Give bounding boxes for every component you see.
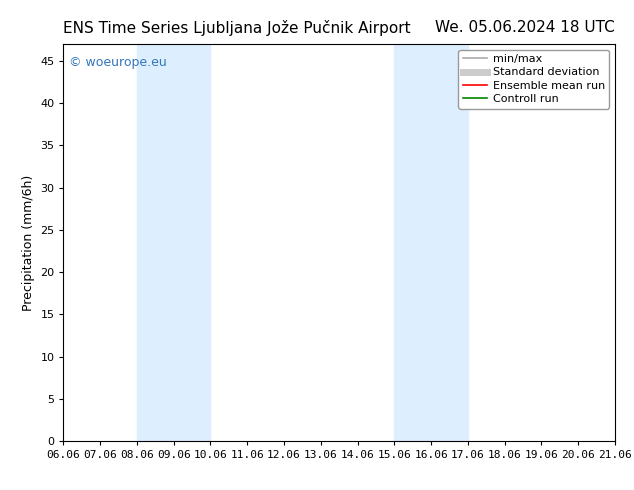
Text: © woeurope.eu: © woeurope.eu	[69, 56, 167, 69]
Text: We. 05.06.2024 18 UTC: We. 05.06.2024 18 UTC	[435, 20, 615, 35]
Bar	[394, 44, 468, 441]
Legend: min/max, Standard deviation, Ensemble mean run, Controll run: min/max, Standard deviation, Ensemble me…	[458, 49, 609, 109]
Text: ENS Time Series Ljubljana Jože Pučnik Airport: ENS Time Series Ljubljana Jože Pučnik Ai…	[63, 20, 411, 36]
Bar	[137, 44, 210, 441]
Y-axis label: Precipitation (mm/6h): Precipitation (mm/6h)	[22, 174, 35, 311]
